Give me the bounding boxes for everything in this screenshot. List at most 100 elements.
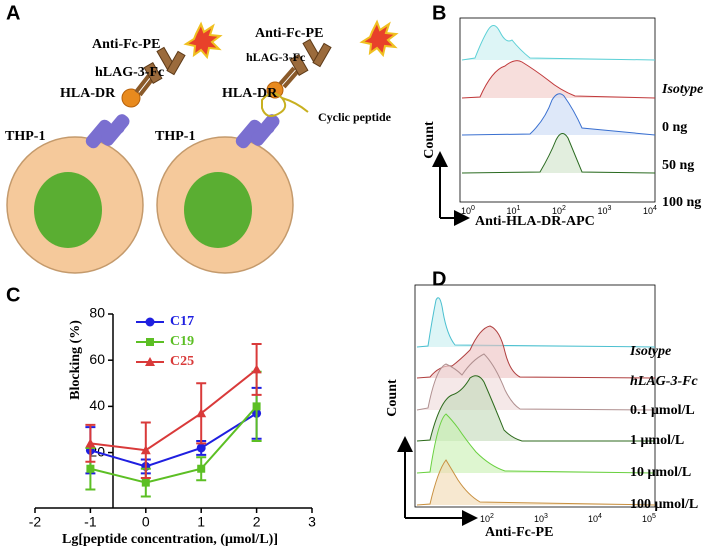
axis-label: Anti-Fc-PE bbox=[485, 525, 553, 540]
hla-dr-icon bbox=[85, 114, 130, 149]
tick-exp: 4 bbox=[653, 205, 657, 212]
pe-burst bbox=[359, 19, 399, 58]
legend-marker bbox=[146, 338, 154, 346]
x-tick-label: -2 bbox=[29, 514, 42, 530]
histogram bbox=[416, 413, 656, 474]
tick-base: 10 bbox=[534, 514, 544, 524]
cyclic-peptide-icon bbox=[261, 92, 309, 117]
tick-exp: 0 bbox=[471, 205, 475, 212]
histogram bbox=[461, 93, 656, 136]
tick-base: 10 bbox=[642, 514, 652, 524]
histogram bbox=[461, 133, 656, 174]
x-tick-label: 103 bbox=[598, 205, 612, 217]
tick-exp: 1 bbox=[517, 205, 521, 212]
histogram bbox=[416, 459, 656, 506]
marker bbox=[197, 464, 206, 473]
tick-exp: 4 bbox=[598, 513, 602, 520]
x-tick-label: 2 bbox=[253, 514, 261, 530]
panel-letter: C bbox=[6, 284, 20, 306]
y-tick-label: 40 bbox=[89, 397, 105, 413]
sample-label: Isotype bbox=[661, 82, 703, 97]
tick-base: 10 bbox=[598, 206, 608, 216]
pe-burst bbox=[183, 21, 223, 60]
sample-label: 1 μmol/L bbox=[630, 433, 684, 448]
tick-base: 10 bbox=[461, 206, 471, 216]
label: HLA-DR bbox=[222, 86, 278, 101]
marker bbox=[85, 438, 96, 448]
sample-label: hLAG-3-Fc bbox=[630, 374, 698, 389]
legend-marker bbox=[145, 317, 155, 327]
histogram bbox=[416, 375, 655, 442]
axis-label: Count bbox=[422, 121, 437, 159]
legend-label: C17 bbox=[170, 314, 194, 329]
x-tick-label: 105 bbox=[642, 513, 656, 525]
histogram bbox=[416, 297, 656, 348]
panel-letter: B bbox=[432, 2, 446, 24]
panel-letter: D bbox=[432, 268, 446, 290]
x-tick-label: 101 bbox=[507, 205, 521, 217]
x-tick-label: 0 bbox=[142, 514, 150, 530]
sample-label: 10 μmol/L bbox=[630, 465, 691, 480]
marker bbox=[251, 364, 262, 374]
nucleus bbox=[184, 172, 252, 248]
y-axis-label: Blocking (%) bbox=[68, 320, 83, 400]
label: hLAG-3-Fc bbox=[246, 50, 306, 64]
marker bbox=[196, 408, 207, 418]
tick-base: 10 bbox=[507, 206, 517, 216]
x-tick-label: 3 bbox=[308, 514, 316, 530]
fusion-protein bbox=[121, 88, 141, 108]
x-tick-label: 100 bbox=[461, 205, 475, 217]
tick-base: 10 bbox=[588, 514, 598, 524]
label: HLA-DR bbox=[60, 86, 116, 101]
label: THP-1 bbox=[155, 129, 195, 144]
x-tick-label: 103 bbox=[534, 513, 548, 525]
marker bbox=[252, 402, 261, 411]
tick-base: 10 bbox=[480, 514, 490, 524]
tick-exp: 2 bbox=[490, 513, 494, 520]
plot-frame bbox=[414, 284, 656, 508]
sample-label: 0.1 μmol/L bbox=[630, 403, 695, 418]
tick-base: 10 bbox=[643, 206, 653, 216]
sample-label: 50 ng bbox=[662, 158, 694, 173]
x-tick-label: 102 bbox=[552, 205, 566, 217]
series-line bbox=[90, 405, 258, 484]
x-tick-label: 104 bbox=[588, 513, 602, 525]
tick-exp: 2 bbox=[562, 205, 566, 212]
antibody-icon bbox=[289, 38, 332, 76]
x-tick-label: 102 bbox=[480, 513, 494, 525]
marker bbox=[141, 478, 150, 487]
series-line bbox=[90, 412, 258, 468]
hla-dr-icon bbox=[235, 114, 280, 149]
histogram bbox=[461, 25, 656, 61]
x-axis-label: Lg[peptide concentration, (μmol/L)] bbox=[62, 532, 278, 547]
y-tick-label: 60 bbox=[89, 351, 105, 367]
label: THP-1 bbox=[5, 129, 45, 144]
x-tick-label: 1 bbox=[197, 514, 205, 530]
legend-label: C19 bbox=[170, 334, 194, 349]
legend-label: C25 bbox=[170, 354, 194, 369]
legend-marker bbox=[145, 357, 155, 366]
nucleus bbox=[34, 172, 102, 248]
tick-exp: 3 bbox=[544, 513, 548, 520]
marker bbox=[196, 443, 206, 453]
panel-d: D Count Anti-Fc-PE 102 103 104 105IsotypehL… bbox=[385, 268, 698, 540]
label: Anti-Fc-PE bbox=[92, 37, 160, 52]
marker bbox=[86, 464, 95, 473]
marker bbox=[140, 445, 151, 455]
panel-a: A Anti-Fc-PE hLAG-3-Fc HLA-DR THP-1 Anti… bbox=[5, 2, 399, 274]
histogram bbox=[461, 60, 656, 99]
fc-stem bbox=[278, 66, 300, 89]
tick-exp: 5 bbox=[652, 513, 656, 520]
label: Cyclic peptide bbox=[318, 110, 392, 124]
antibody-icon bbox=[143, 46, 186, 84]
sample-label: Isotype bbox=[629, 344, 671, 359]
sample-label: 100 μmol/L bbox=[630, 497, 698, 512]
label: hLAG-3-Fc bbox=[95, 65, 164, 80]
tick-base: 10 bbox=[552, 206, 562, 216]
sample-label: 100 ng bbox=[662, 195, 701, 210]
series-line bbox=[90, 368, 258, 452]
y-tick-label: 80 bbox=[89, 305, 105, 321]
x-tick-label: 104 bbox=[643, 205, 657, 217]
sample-label: 0 ng bbox=[662, 120, 687, 135]
